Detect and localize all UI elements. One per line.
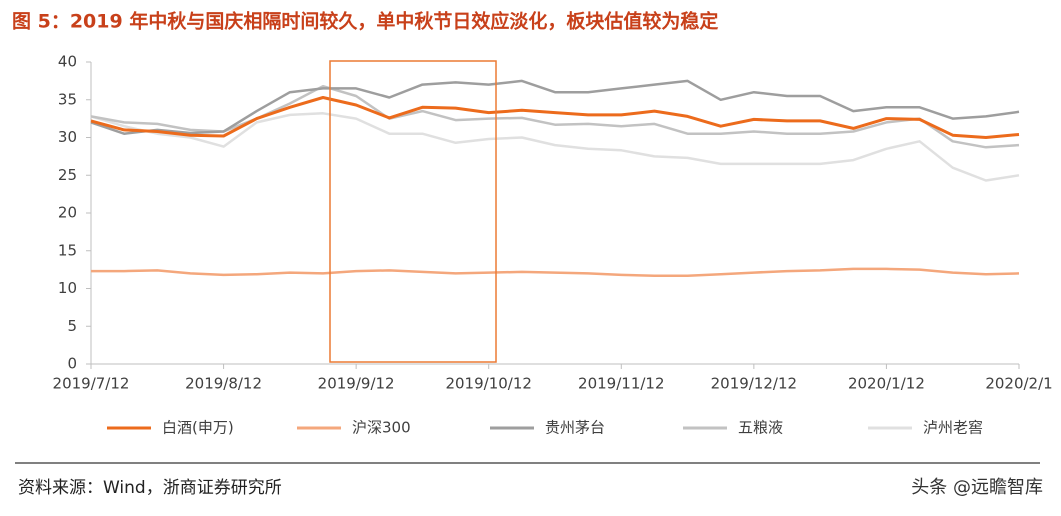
x-tick-label: 2019/12/12 <box>711 375 797 393</box>
y-tick-label: 30 <box>58 128 77 146</box>
y-tick-label: 0 <box>67 355 77 373</box>
x-tick-label: 2020/2/1 <box>985 375 1052 393</box>
legend-label: 沪深300 <box>352 419 411 437</box>
y-tick-label: 15 <box>58 241 77 259</box>
y-tick-label: 25 <box>58 166 77 184</box>
x-tick-label: 2019/7/12 <box>53 375 130 393</box>
y-tick-label: 40 <box>58 53 77 71</box>
series-line <box>90 96 1020 139</box>
y-tick-label: 35 <box>58 90 77 108</box>
y-tick-label: 20 <box>58 204 77 222</box>
x-tick-label: 2019/9/12 <box>318 375 395 393</box>
x-tick-label: 2019/11/12 <box>578 375 664 393</box>
y-tick-label: 5 <box>67 317 77 335</box>
source-note: 资料来源：Wind，浙商证券研究所 <box>18 478 282 498</box>
x-tick-label: 2019/10/12 <box>445 375 531 393</box>
y-tick-label: 10 <box>58 279 77 297</box>
series-line <box>90 112 1020 182</box>
legend-label: 泸州老窖 <box>923 419 983 437</box>
chart-title: 图 5：2019 年中秋与国庆相隔时间较久，单中秋节日效应淡化，板块估值较为稳定 <box>12 10 718 33</box>
series-line <box>90 84 1020 149</box>
series-line <box>91 267 1020 277</box>
x-tick-label: 2020/1/12 <box>848 375 925 393</box>
watermark: 头条 @远瞻智库 <box>911 477 1043 498</box>
legend-label: 贵州茅台 <box>545 419 605 437</box>
x-tick-label: 2019/8/12 <box>185 375 262 393</box>
series-line <box>90 79 1020 135</box>
highlight-box <box>329 60 497 363</box>
legend-label: 五粮液 <box>738 419 783 437</box>
legend-label: 白酒(申万) <box>162 419 234 437</box>
